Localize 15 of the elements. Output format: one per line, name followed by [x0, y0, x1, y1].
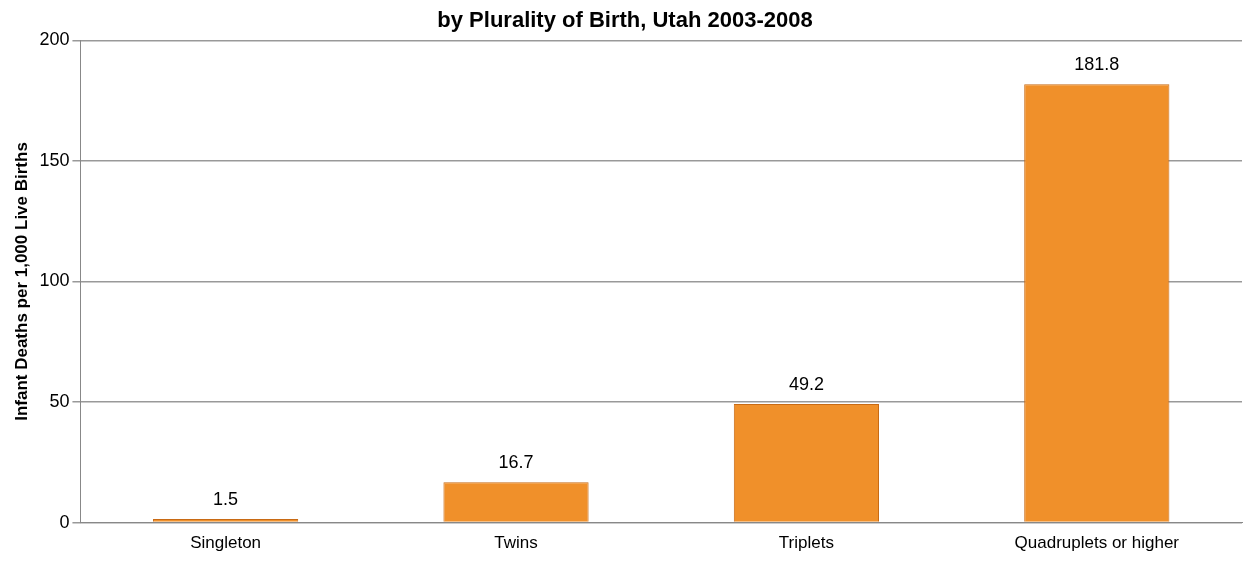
data-label: 16.7 — [498, 452, 534, 473]
data-label: 1.5 — [213, 488, 239, 509]
y-tick-label: 150 — [39, 149, 70, 170]
x-tick-label: Twins — [494, 533, 538, 553]
y-tick-label: 200 — [39, 29, 70, 50]
data-label: 181.8 — [1074, 54, 1120, 75]
y-tick-label: 0 — [59, 511, 70, 532]
x-tick-label: Singleton — [190, 533, 262, 553]
y-tick-label: 50 — [49, 391, 70, 412]
x-tick-label: Triplets — [778, 533, 834, 553]
data-label: 49.2 — [788, 373, 824, 394]
chart-title: by Plurality of Birth, Utah 2003-2008 — [437, 7, 813, 33]
y-tick-label: 100 — [39, 270, 70, 291]
y-axis-title: Infant Deaths per 1,000 Live Births — [11, 142, 31, 421]
x-tick-label: Quadruplets or higher — [1014, 533, 1180, 553]
